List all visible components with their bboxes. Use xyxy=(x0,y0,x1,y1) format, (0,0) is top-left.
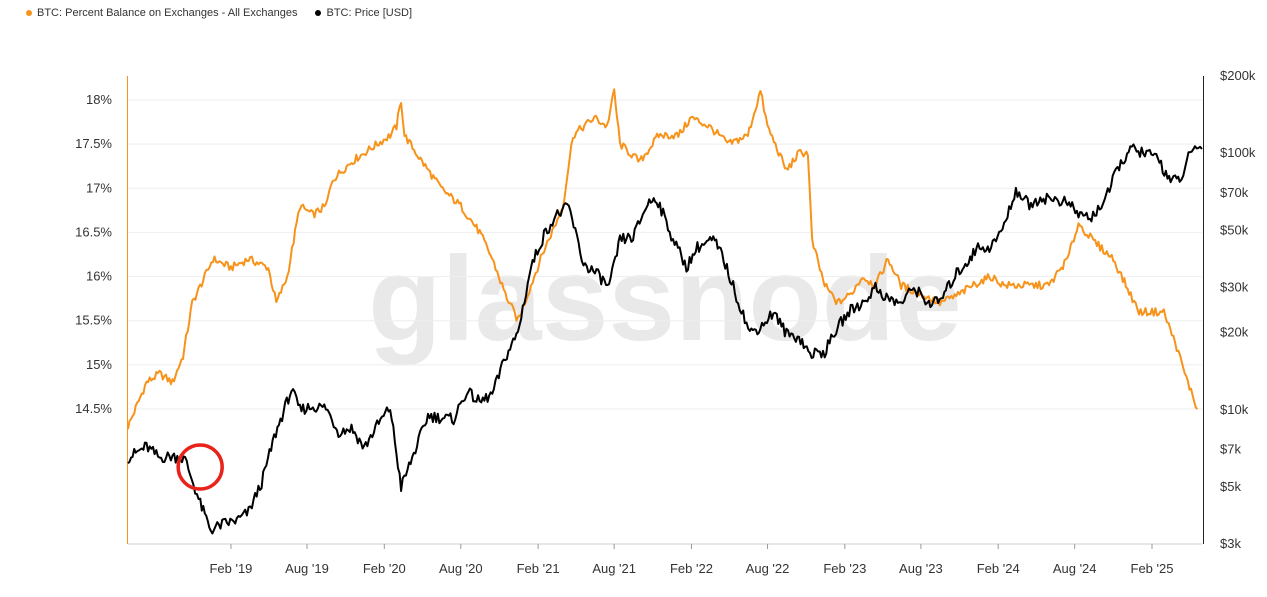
legend-item-balance[interactable]: BTC: Percent Balance on Exchanges - All … xyxy=(26,7,297,19)
y-left-tick-label: 17% xyxy=(86,180,112,195)
x-tick-label: Feb '19 xyxy=(209,561,252,576)
y-left-tick-label: 16.5% xyxy=(75,224,112,239)
y-right-tick-label: $100k xyxy=(1220,145,1256,160)
series-line-balance xyxy=(127,88,1199,430)
legend: BTC: Percent Balance on Exchanges - All … xyxy=(26,7,412,19)
series-line-price xyxy=(127,143,1203,535)
y-left-tick-label: 16% xyxy=(86,269,112,284)
watermark: glassnode xyxy=(368,232,962,366)
x-tick-label: Aug '20 xyxy=(439,561,483,576)
y-left-tick-label: 18% xyxy=(86,92,112,107)
y-left-tick-label: 14.5% xyxy=(75,401,112,416)
x-tick-label: Aug '22 xyxy=(746,561,790,576)
y-right-tick-label: $30k xyxy=(1220,279,1249,294)
legend-item-price[interactable]: BTC: Price [USD] xyxy=(315,7,412,19)
y-right-tick-label: $3k xyxy=(1220,536,1241,551)
legend-label-price: BTC: Price [USD] xyxy=(326,7,413,19)
y-right-tick-label: $200k xyxy=(1220,68,1256,83)
y-right-tick-label: $70k xyxy=(1220,185,1249,200)
y-right-tick-label: $7k xyxy=(1220,442,1241,457)
highlight-circle xyxy=(176,443,224,491)
legend-dot-balance xyxy=(26,10,32,16)
y-left-tick-label: 17.5% xyxy=(75,136,112,151)
x-tick-label: Aug '21 xyxy=(592,561,636,576)
x-tick-label: Feb '24 xyxy=(977,561,1020,576)
x-tick-label: Aug '19 xyxy=(285,561,329,576)
y-right-tick-label: $20k xyxy=(1220,325,1249,340)
x-tick-label: Aug '23 xyxy=(899,561,943,576)
x-tick-label: Aug '24 xyxy=(1053,561,1097,576)
x-tick-label: Feb '23 xyxy=(823,561,866,576)
x-tick-label: Feb '22 xyxy=(670,561,713,576)
y-right-tick-label: $10k xyxy=(1220,402,1249,417)
y-left-tick-label: 15% xyxy=(86,357,112,372)
legend-dot-price xyxy=(315,10,322,16)
y-left-tick-label: 15.5% xyxy=(75,313,112,328)
x-tick-label: Feb '25 xyxy=(1131,561,1174,576)
legend-label-balance: BTC: Percent Balance on Exchanges - All … xyxy=(37,7,298,19)
x-tick-label: Feb '21 xyxy=(517,561,560,576)
y-right-tick-label: $5k xyxy=(1220,479,1241,494)
x-tick-label: Feb '20 xyxy=(363,561,406,576)
y-right-tick-label: $50k xyxy=(1220,222,1249,237)
